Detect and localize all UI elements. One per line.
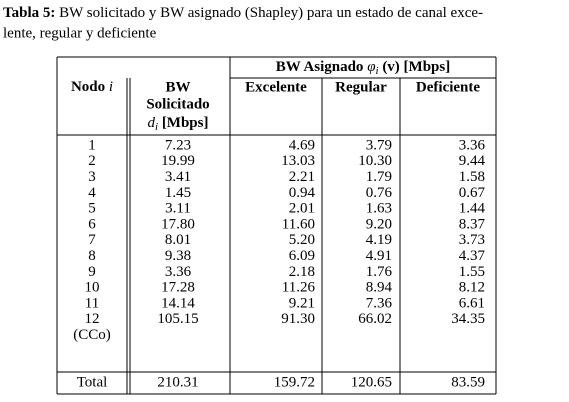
table-cell: 1.44 — [459, 201, 486, 217]
table-cell: 14.14 — [161, 295, 195, 311]
table-cell: 4 — [88, 185, 96, 201]
total-cell: 83.59 — [451, 374, 485, 390]
table-cell: 8.12 — [459, 280, 485, 296]
table-cell: 8 — [88, 248, 96, 264]
table-cell: 3.36 — [459, 137, 486, 153]
table-cell: 9.21 — [289, 295, 315, 311]
table-cell: (CCo) — [73, 327, 111, 343]
table-cell: 13.03 — [281, 153, 315, 169]
table-cell: 1.58 — [459, 169, 485, 185]
table-cell: 0.94 — [289, 185, 316, 201]
table-cell: 4.91 — [366, 248, 392, 264]
table-cell: 7 — [88, 232, 96, 248]
table-cell: 3.79 — [366, 137, 392, 153]
table-cell: 0.67 — [459, 185, 486, 201]
table-cell: 7.36 — [366, 295, 393, 311]
table-cell: 3.11 — [165, 201, 191, 217]
table-cell: 17.80 — [161, 216, 195, 232]
table-cell: 5.20 — [289, 232, 315, 248]
table-cell: 2.21 — [289, 169, 315, 185]
table-cell: 6 — [88, 216, 96, 232]
table-cell: 9 — [88, 264, 96, 280]
table-cell: 1.63 — [366, 201, 392, 217]
table-cell: 0.76 — [366, 185, 393, 201]
table-cell: 105.15 — [157, 311, 198, 327]
table-cell: 2 — [88, 153, 96, 169]
table-cell: 11.60 — [282, 216, 315, 232]
table-cell: 3.41 — [165, 169, 191, 185]
table-cell: 10.30 — [358, 153, 392, 169]
caption: Tabla 5: BW solicitado y BW asignado (Sh… — [3, 5, 483, 21]
table-cell: 1.79 — [366, 169, 392, 185]
table-cell: 4.69 — [289, 137, 315, 153]
table-cell: 6.09 — [289, 248, 315, 264]
table-cell: 1.55 — [459, 264, 485, 280]
total-cell: 210.31 — [157, 374, 198, 390]
table-cell: 19.99 — [161, 153, 195, 169]
total-cell: Total — [77, 374, 108, 390]
table-cell: 1 — [88, 137, 96, 153]
table-cell: 91.30 — [281, 311, 315, 327]
group-header: BW Asignado φi (v) [Mbps] — [276, 59, 450, 78]
header-cell: BW — [165, 79, 190, 95]
table-cell: 17.28 — [161, 280, 195, 296]
table-cell: 3 — [88, 169, 96, 185]
table-cell: 6.61 — [459, 295, 485, 311]
header-cell: Nodo i — [71, 79, 113, 95]
table-rules — [56, 56, 497, 395]
table-cell: 4.19 — [366, 232, 392, 248]
table-cell: 8.94 — [366, 280, 393, 296]
table-cell: 8.01 — [165, 232, 191, 248]
header-cell: Solicitado — [146, 96, 209, 112]
table-cell: 1.76 — [366, 264, 393, 280]
header-cell: Deficiente — [416, 79, 480, 95]
table-cell: 10 — [85, 280, 100, 296]
total-cell: 120.65 — [351, 374, 392, 390]
header-cell: Regular — [335, 79, 387, 95]
table-cell: 9.38 — [165, 248, 191, 264]
table-cell: 34.35 — [451, 311, 485, 327]
table-cell: 8.37 — [459, 216, 486, 232]
table-cell: 2.18 — [289, 264, 315, 280]
table-cell: 3.36 — [165, 264, 192, 280]
caption: lente, regular y deficiente — [3, 25, 157, 41]
table-cell: 7.23 — [165, 137, 191, 153]
table-cell: 9.44 — [459, 153, 486, 169]
table-cell: 1.45 — [165, 185, 191, 201]
header-cell: di [Mbps] — [148, 115, 209, 134]
table-cell: 12 — [85, 311, 100, 327]
table-cell: 4.37 — [459, 248, 486, 264]
table-cell: 11.26 — [282, 280, 316, 296]
table-cell: 2.01 — [289, 201, 315, 217]
table-cell: 9.20 — [366, 216, 392, 232]
table-cell: 11 — [85, 295, 99, 311]
total-cell: 159.72 — [274, 374, 315, 390]
header-cell: Excelente — [245, 79, 307, 95]
table-cell: 5 — [88, 201, 96, 217]
table-cell: 66.02 — [358, 311, 392, 327]
table-cell: 3.73 — [459, 232, 485, 248]
